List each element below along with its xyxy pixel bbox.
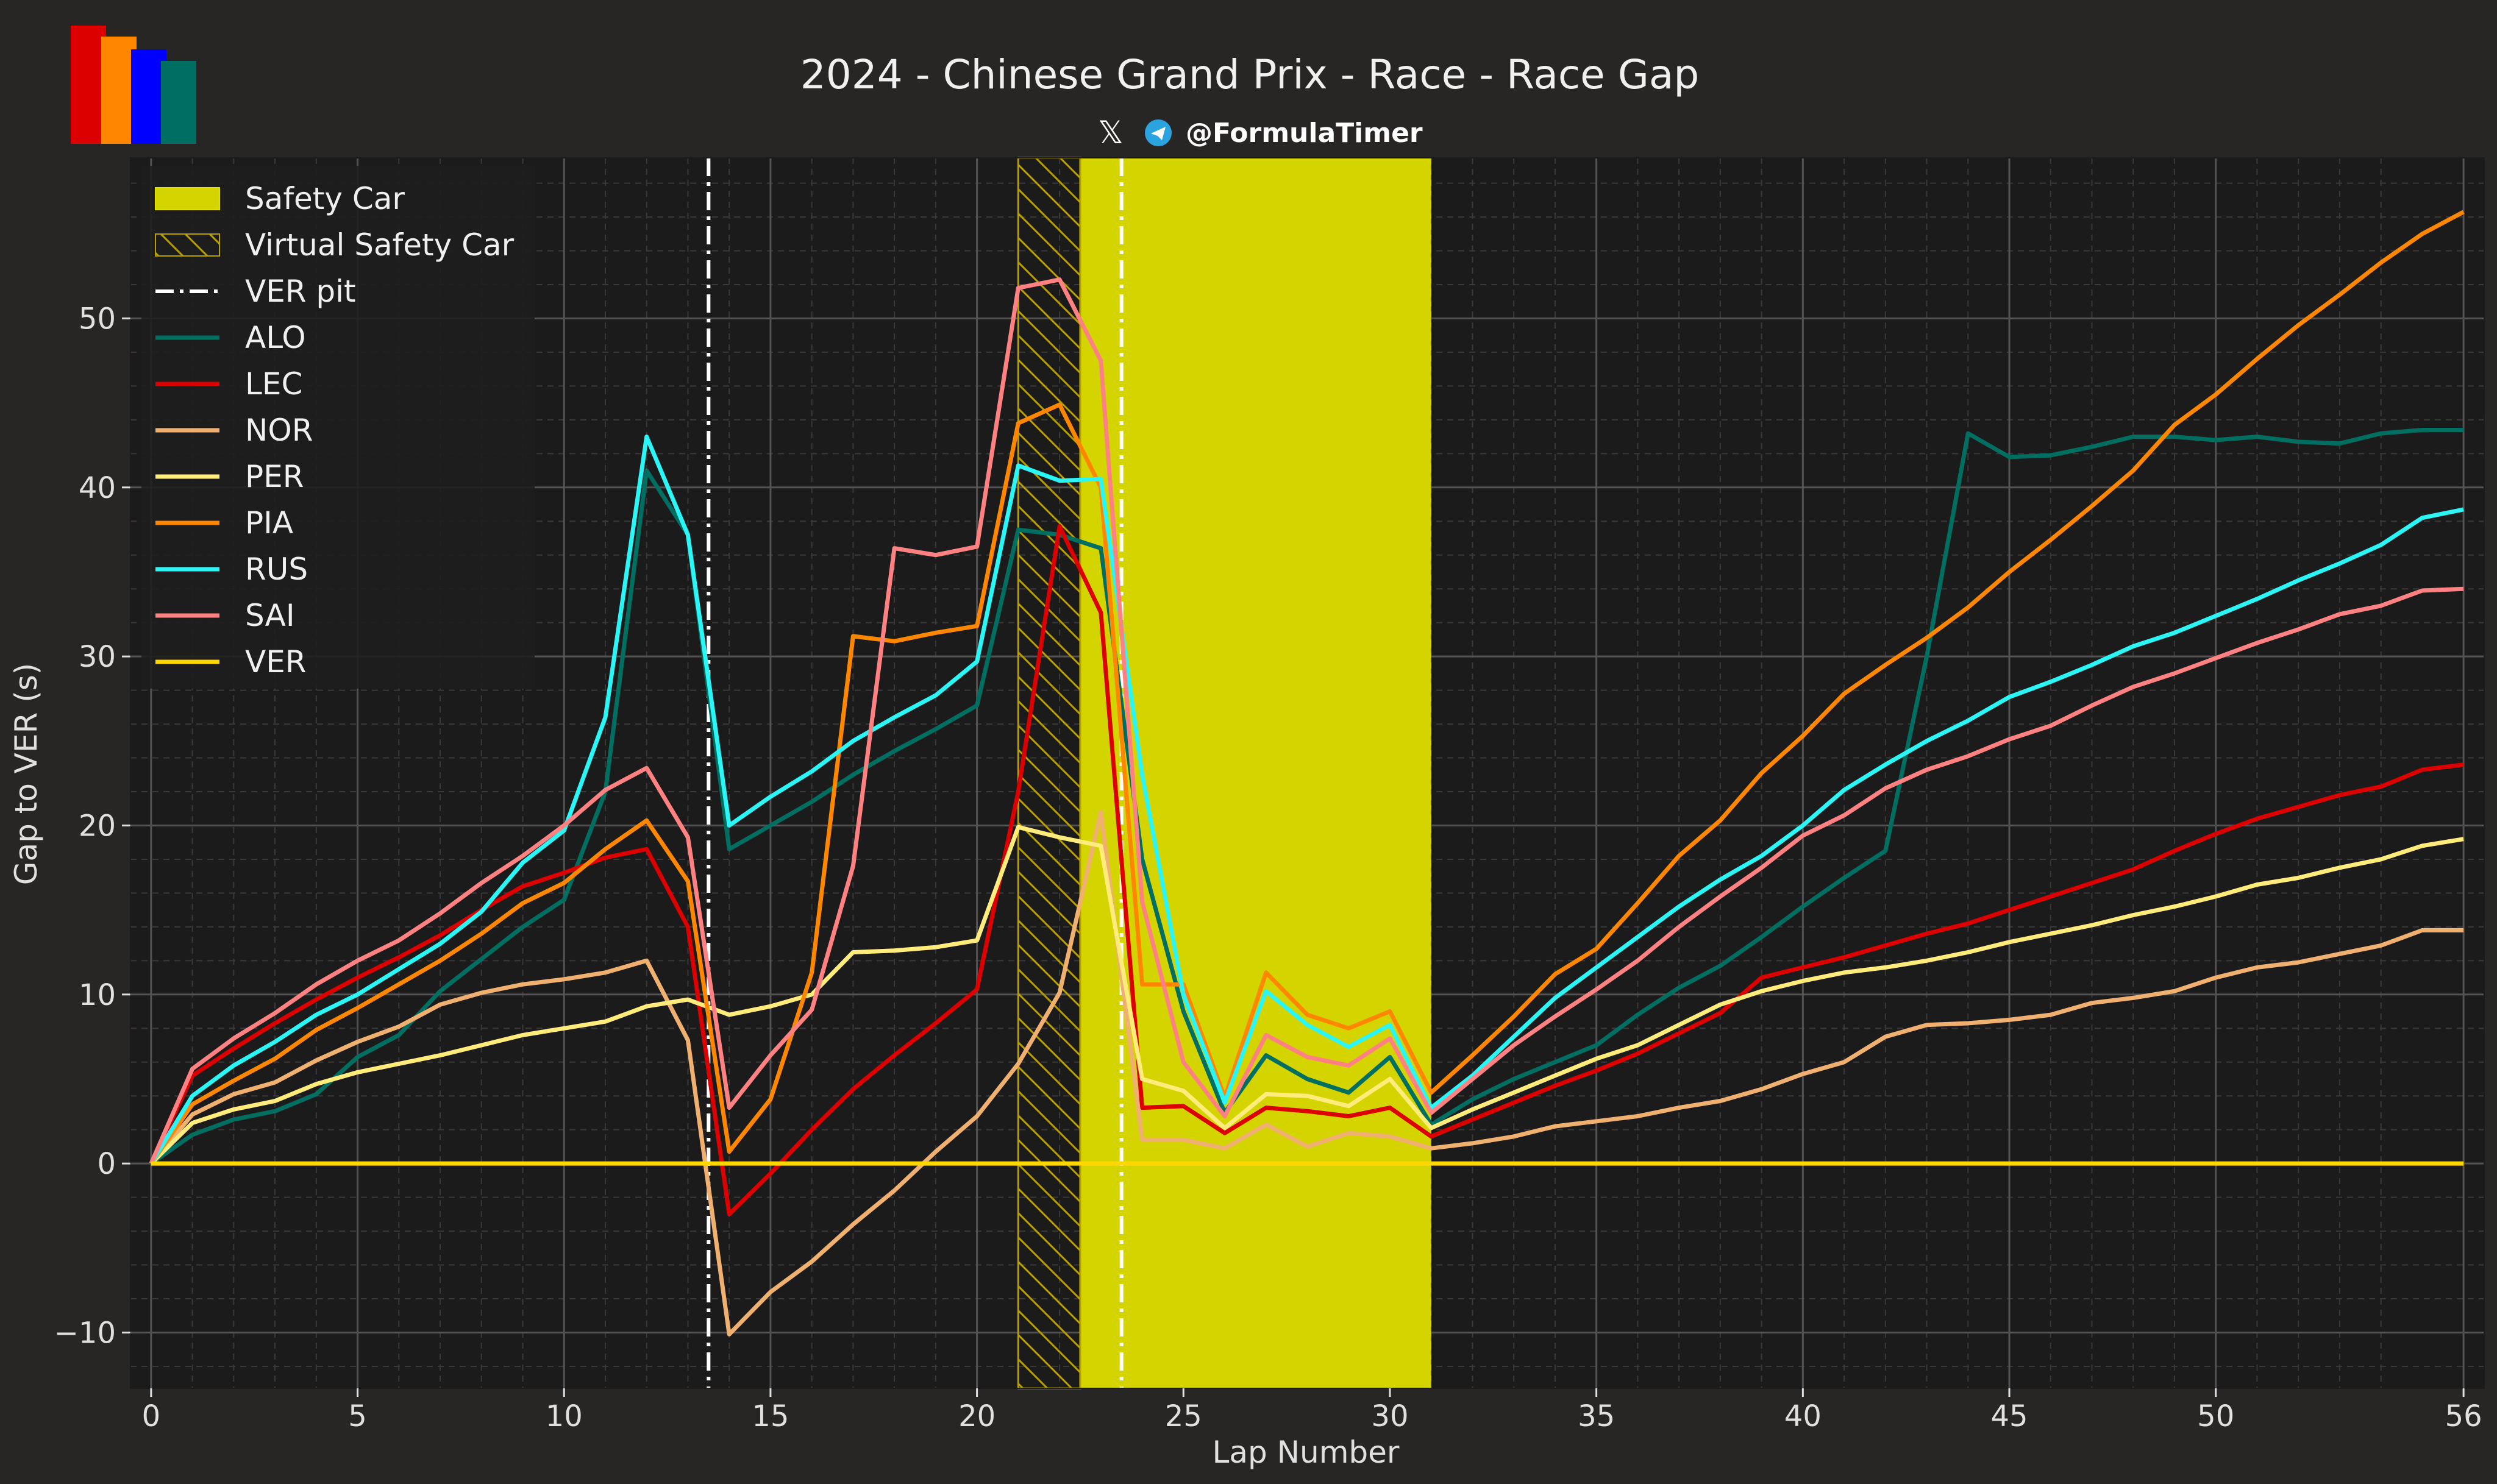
legend-label: VER xyxy=(245,644,307,680)
legend-label: PIA xyxy=(245,505,293,541)
y-tick-label: 0 xyxy=(97,1147,116,1181)
x-tick-label: 30 xyxy=(1371,1399,1408,1433)
y-tick-label: 10 xyxy=(79,978,116,1012)
telegram-icon xyxy=(1145,119,1172,146)
logo-bar xyxy=(101,37,137,144)
series-line-pia xyxy=(149,210,2465,1165)
series-line-nor xyxy=(149,809,2464,1337)
axes-frame xyxy=(130,157,2485,1389)
legend-label: PER xyxy=(245,459,304,494)
x-tick-label: 0 xyxy=(142,1399,161,1433)
legend-label: ALO xyxy=(245,320,306,355)
series-line-rus xyxy=(149,435,2464,1165)
y-tick-label: 40 xyxy=(79,471,116,505)
series-line-alo xyxy=(149,428,2464,1165)
y-axis-label: Gap to VER (s) xyxy=(9,663,44,886)
virtual-safety-car-region xyxy=(1017,157,1081,1390)
y-tick-label: 20 xyxy=(79,809,116,843)
x-axis-label: Lap Number xyxy=(1213,1435,1400,1470)
x-tick-label: 35 xyxy=(1578,1399,1615,1433)
x-tick-label: 56 xyxy=(2445,1399,2482,1433)
svg-text:𝕏: 𝕏 xyxy=(1098,115,1124,151)
y-tick-label: −10 xyxy=(54,1316,116,1350)
x-tick-label: 45 xyxy=(1990,1399,2028,1433)
legend-label: LEC xyxy=(245,366,302,402)
legend-label: Virtual Safety Car xyxy=(245,227,515,263)
logo-bar xyxy=(161,61,196,144)
x-tick-label: 15 xyxy=(752,1399,789,1433)
social-handle: @FormulaTimer xyxy=(1186,118,1423,149)
logo-bar xyxy=(71,26,106,144)
series-line-per xyxy=(149,825,2464,1165)
y-tick-label: 30 xyxy=(79,640,116,674)
x-tick-label: 25 xyxy=(1165,1399,1202,1433)
safety-car-region xyxy=(1080,158,1431,1388)
x-tick-label: 10 xyxy=(546,1399,583,1433)
legend-label: RUS xyxy=(245,552,308,587)
series-line-sai xyxy=(149,277,2464,1165)
x-tick-label: 5 xyxy=(348,1399,367,1433)
legend-swatch-virtual-safety-car xyxy=(155,233,220,257)
x-tick-label: 20 xyxy=(958,1399,996,1433)
series-line-lec xyxy=(149,524,2464,1216)
x-logo-icon: 𝕏 xyxy=(1098,115,1124,151)
legend-label: VER pit xyxy=(245,274,356,309)
y-tick-label: 50 xyxy=(79,302,116,336)
chart-title: 2024 - Chinese Grand Prix - Race - Race … xyxy=(800,51,1700,98)
legend: Safety Car Virtual Safety Car VER pit ALO LE… xyxy=(141,166,535,689)
logo-bar xyxy=(131,49,166,144)
legend-label: SAI xyxy=(245,598,295,633)
logo xyxy=(71,26,196,144)
legend-label: NOR xyxy=(245,413,313,448)
x-tick-label: 40 xyxy=(1784,1399,1822,1433)
x-tick-label: 50 xyxy=(2197,1399,2234,1433)
legend-swatch-safety-car xyxy=(155,187,220,210)
legend-label: Safety Car xyxy=(245,181,405,216)
